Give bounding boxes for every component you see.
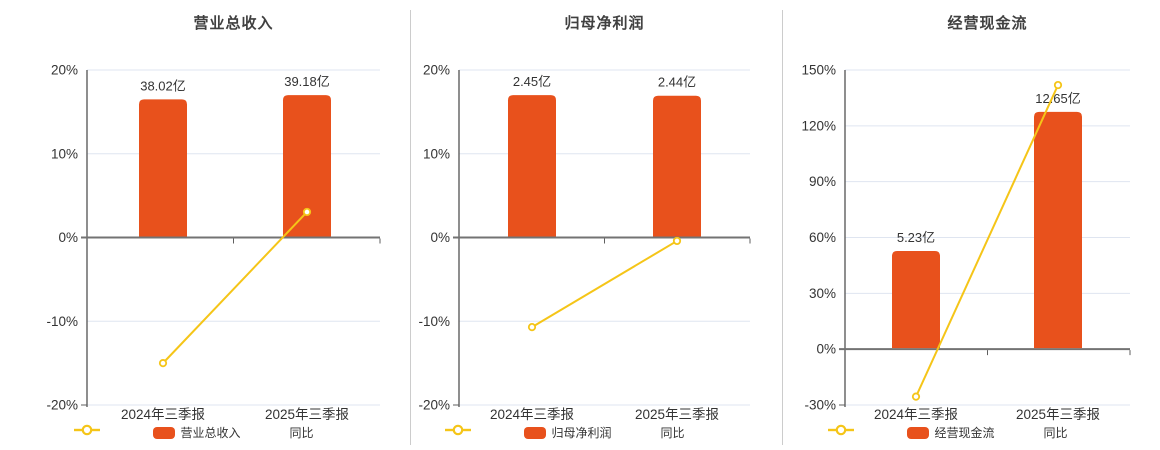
x-axis-category-label: 2025年三季报 [265, 407, 349, 422]
bar-value-label: 2.45亿 [513, 74, 551, 89]
yoy-line[interactable] [162, 211, 308, 364]
chart-title-revenue: 营业总收入 [193, 15, 274, 32]
bar-value-label: 2.44亿 [658, 75, 696, 90]
bar-2025年三季报[interactable] [1034, 111, 1082, 349]
bar-value-label: 5.23亿 [897, 230, 935, 245]
bar-value-label: 38.02亿 [140, 78, 186, 93]
y-axis-tick-label: 120% [801, 118, 836, 133]
yoy-marker[interactable] [302, 207, 312, 217]
y-axis-tick-label: 20% [423, 63, 450, 78]
panel-revenue: 营业总收入 20% 10% 0% -10% -20% 38.02亿 39.18亿 2024年三… [0, 0, 410, 450]
legend-net-profit: 归母净利润 同比 [444, 424, 765, 441]
chart-title-net-profit: 归母净利润 [564, 15, 645, 32]
x-axis-category-label: 2024年三季报 [490, 407, 574, 422]
line-legend-label[interactable]: 同比 [289, 426, 314, 440]
legend-line-marker [452, 424, 463, 436]
x-axis-category-label: 2025年三季报 [1016, 407, 1100, 422]
y-axis-tick-label: 0% [58, 230, 78, 245]
y-axis-tick-label: 150% [801, 63, 836, 78]
line-legend-icon[interactable] [827, 424, 1039, 439]
y-axis-tick-label: 0% [816, 342, 836, 357]
bar-2024年三季报[interactable] [892, 251, 940, 349]
yoy-marker[interactable] [527, 323, 537, 332]
bar-2025年三季报[interactable] [283, 95, 331, 237]
y-axis-tick-label: 20% [51, 63, 78, 78]
bar-legend-label[interactable]: 经营现金流 [934, 426, 995, 440]
yoy-marker[interactable] [672, 236, 682, 246]
y-axis-tick-label: 60% [809, 230, 836, 245]
revenue-chart: 20% 10% 0% -10% -20% 38.02亿 39.18亿 2024年三季报 2025… [46, 63, 381, 422]
y-axis-tick-label: -10% [46, 314, 78, 329]
yoy-marker[interactable] [1053, 80, 1063, 90]
legend-line-marker [835, 424, 846, 436]
line-legend-icon[interactable] [73, 424, 285, 439]
bar-legend-swatch[interactable] [524, 426, 547, 439]
bar-2025年三季报[interactable] [653, 95, 701, 237]
y-axis-tick-label: -20% [418, 398, 450, 413]
bar-2024年三季报[interactable] [508, 95, 556, 237]
yoy-marker[interactable] [911, 392, 921, 401]
y-axis-tick-label: 90% [809, 174, 836, 189]
bar-legend-swatch[interactable] [153, 426, 176, 439]
legend-cash-flow: 经营现金流 同比 [827, 424, 1148, 441]
yoy-marker[interactable] [158, 359, 168, 368]
y-axis-tick-label: -30% [804, 398, 836, 413]
panel-divider-1 [410, 10, 411, 445]
panel-divider-2 [782, 10, 783, 445]
y-axis-tick-label: 0% [430, 230, 450, 245]
chart-title-cash-flow: 经营现金流 [947, 15, 1028, 32]
cash-flow-chart: 150% 120% 90% 60% 30% 0% -30% 5.23亿 12.65亿 2024年三… [801, 63, 1131, 422]
bar-legend-label[interactable]: 归母净利润 [551, 426, 612, 440]
yoy-line[interactable] [915, 84, 1059, 398]
legend-revenue: 营业总收入 同比 [73, 424, 394, 441]
bar-legend-label[interactable]: 营业总收入 [180, 426, 241, 440]
line-legend-icon[interactable] [444, 424, 656, 439]
bar-value-label: 12.65亿 [1035, 91, 1081, 106]
y-axis-tick-label: 10% [51, 146, 78, 161]
y-axis-tick-label: 30% [809, 286, 836, 301]
x-axis-category-label: 2024年三季报 [874, 407, 958, 422]
panel-cash-flow: 经营现金流 150% 120% 90% 60% 30% 0% -30% 5.23亿 12.65亿… [782, 0, 1160, 450]
bar-value-label: 39.18亿 [284, 74, 330, 89]
y-axis-tick-label: -20% [46, 398, 78, 413]
line-legend-label[interactable]: 同比 [660, 426, 685, 440]
bar-legend-swatch[interactable] [907, 426, 930, 439]
yoy-line[interactable] [531, 240, 678, 328]
x-axis-category-label: 2025年三季报 [635, 407, 719, 422]
net-profit-chart: 20% 10% 0% -10% -20% 2.45亿 2.44亿 2024年三季报 2025年三… [418, 63, 751, 422]
legend-line-marker [81, 424, 92, 436]
panel-net-profit: 归母净利润 20% 10% 0% -10% -20% 2.45亿 2.44亿 2024年三季报… [410, 0, 782, 450]
y-axis-tick-label: 10% [423, 146, 450, 161]
bar-2024年三季报[interactable] [139, 99, 187, 237]
y-axis-tick-label: -10% [418, 314, 450, 329]
line-legend-label[interactable]: 同比 [1043, 426, 1068, 440]
x-axis-category-label: 2024年三季报 [121, 407, 205, 422]
